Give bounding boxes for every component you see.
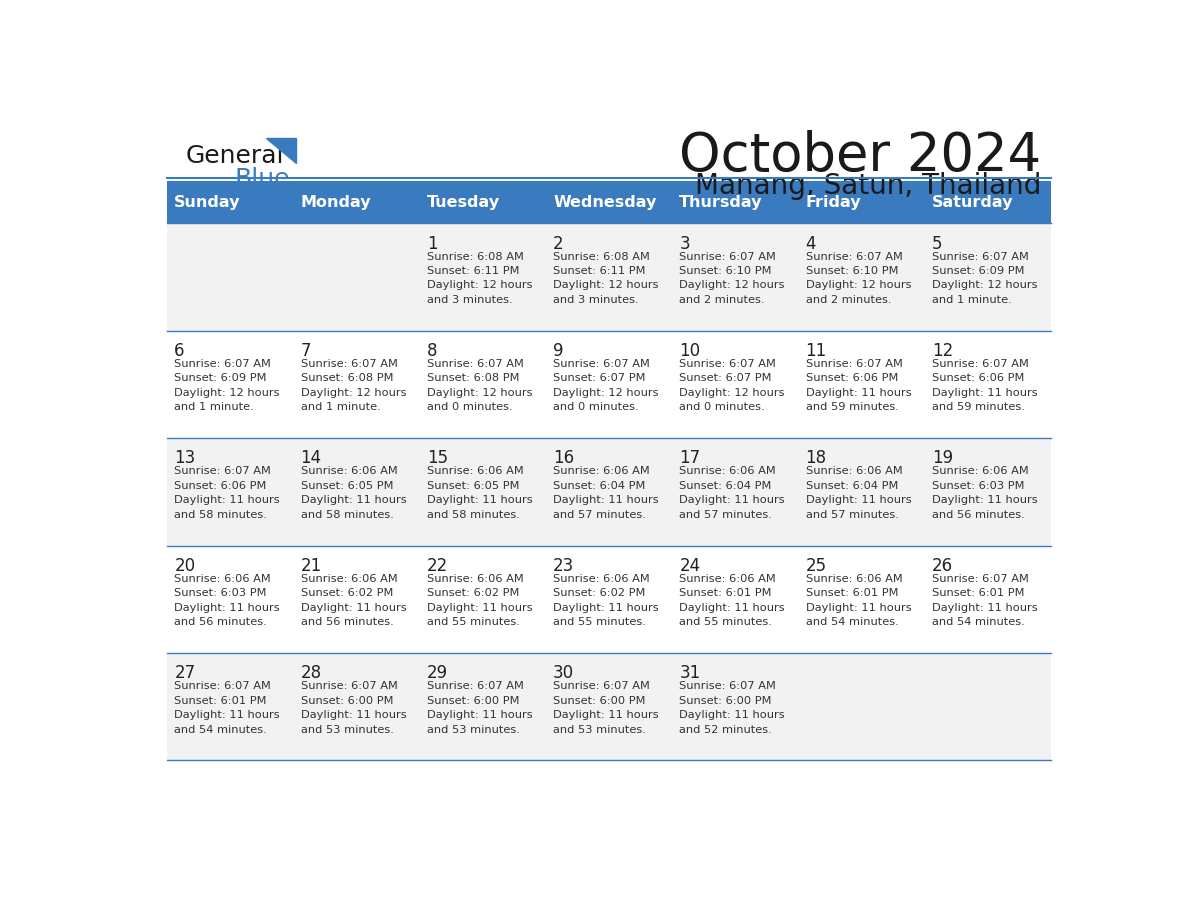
Text: Sunrise: 6:07 AM
Sunset: 6:00 PM
Daylight: 11 hours
and 53 minutes.: Sunrise: 6:07 AM Sunset: 6:00 PM Dayligh… <box>426 681 532 734</box>
Text: Sunrise: 6:06 AM
Sunset: 6:04 PM
Daylight: 11 hours
and 57 minutes.: Sunrise: 6:06 AM Sunset: 6:04 PM Dayligh… <box>805 466 911 520</box>
Text: 9: 9 <box>554 342 563 360</box>
Text: 24: 24 <box>680 557 701 575</box>
Text: 27: 27 <box>175 665 195 682</box>
Polygon shape <box>266 139 296 163</box>
Text: 10: 10 <box>680 342 701 360</box>
Text: Sunrise: 6:06 AM
Sunset: 6:02 PM
Daylight: 11 hours
and 55 minutes.: Sunrise: 6:06 AM Sunset: 6:02 PM Dayligh… <box>426 574 532 627</box>
Text: 21: 21 <box>301 557 322 575</box>
Text: 31: 31 <box>680 665 701 682</box>
Text: Sunrise: 6:07 AM
Sunset: 6:07 PM
Daylight: 12 hours
and 0 minutes.: Sunrise: 6:07 AM Sunset: 6:07 PM Dayligh… <box>680 359 785 412</box>
Text: 29: 29 <box>426 665 448 682</box>
Text: Sunrise: 6:06 AM
Sunset: 6:05 PM
Daylight: 11 hours
and 58 minutes.: Sunrise: 6:06 AM Sunset: 6:05 PM Dayligh… <box>426 466 532 520</box>
Text: Sunrise: 6:07 AM
Sunset: 6:10 PM
Daylight: 12 hours
and 2 minutes.: Sunrise: 6:07 AM Sunset: 6:10 PM Dayligh… <box>680 252 785 305</box>
Text: Sunrise: 6:07 AM
Sunset: 6:08 PM
Daylight: 12 hours
and 1 minute.: Sunrise: 6:07 AM Sunset: 6:08 PM Dayligh… <box>301 359 406 412</box>
Bar <box>672 181 798 223</box>
Text: Sunrise: 6:07 AM
Sunset: 6:01 PM
Daylight: 11 hours
and 54 minutes.: Sunrise: 6:07 AM Sunset: 6:01 PM Dayligh… <box>931 574 1037 627</box>
Text: 28: 28 <box>301 665 322 682</box>
Text: 7: 7 <box>301 342 311 360</box>
Bar <box>798 181 924 223</box>
Text: Friday: Friday <box>805 195 861 209</box>
Text: 2: 2 <box>554 235 564 252</box>
Bar <box>166 223 1051 330</box>
Text: Sunrise: 6:07 AM
Sunset: 6:06 PM
Daylight: 11 hours
and 58 minutes.: Sunrise: 6:07 AM Sunset: 6:06 PM Dayligh… <box>175 466 280 520</box>
Text: Sunrise: 6:07 AM
Sunset: 6:00 PM
Daylight: 11 hours
and 52 minutes.: Sunrise: 6:07 AM Sunset: 6:00 PM Dayligh… <box>680 681 785 734</box>
Text: 14: 14 <box>301 450 322 467</box>
Text: 16: 16 <box>554 450 574 467</box>
Text: Tuesday: Tuesday <box>426 195 500 209</box>
Bar <box>924 181 1051 223</box>
Text: Blue: Blue <box>234 167 290 192</box>
Text: Sunrise: 6:06 AM
Sunset: 6:03 PM
Daylight: 11 hours
and 56 minutes.: Sunrise: 6:06 AM Sunset: 6:03 PM Dayligh… <box>931 466 1037 520</box>
Text: 20: 20 <box>175 557 195 575</box>
Bar <box>166 545 1051 653</box>
Text: 17: 17 <box>680 450 701 467</box>
Bar <box>166 438 1051 545</box>
Text: Sunrise: 6:07 AM
Sunset: 6:07 PM
Daylight: 12 hours
and 0 minutes.: Sunrise: 6:07 AM Sunset: 6:07 PM Dayligh… <box>554 359 658 412</box>
Text: Sunrise: 6:07 AM
Sunset: 6:08 PM
Daylight: 12 hours
and 0 minutes.: Sunrise: 6:07 AM Sunset: 6:08 PM Dayligh… <box>426 359 532 412</box>
Text: Sunrise: 6:08 AM
Sunset: 6:11 PM
Daylight: 12 hours
and 3 minutes.: Sunrise: 6:08 AM Sunset: 6:11 PM Dayligh… <box>426 252 532 305</box>
Text: 5: 5 <box>931 235 942 252</box>
Bar <box>166 653 1051 760</box>
Text: Sunrise: 6:07 AM
Sunset: 6:01 PM
Daylight: 11 hours
and 54 minutes.: Sunrise: 6:07 AM Sunset: 6:01 PM Dayligh… <box>175 681 280 734</box>
Text: 11: 11 <box>805 342 827 360</box>
Bar <box>545 181 672 223</box>
Text: 1: 1 <box>426 235 437 252</box>
Text: 4: 4 <box>805 235 816 252</box>
Text: 12: 12 <box>931 342 953 360</box>
Text: Sunday: Sunday <box>175 195 241 209</box>
Text: 26: 26 <box>931 557 953 575</box>
Text: Manang, Satun, Thailand: Manang, Satun, Thailand <box>695 172 1042 200</box>
Text: Sunrise: 6:06 AM
Sunset: 6:03 PM
Daylight: 11 hours
and 56 minutes.: Sunrise: 6:06 AM Sunset: 6:03 PM Dayligh… <box>175 574 280 627</box>
Text: October 2024: October 2024 <box>680 130 1042 182</box>
Text: 3: 3 <box>680 235 690 252</box>
Text: Thursday: Thursday <box>680 195 763 209</box>
Text: Sunrise: 6:08 AM
Sunset: 6:11 PM
Daylight: 12 hours
and 3 minutes.: Sunrise: 6:08 AM Sunset: 6:11 PM Dayligh… <box>554 252 658 305</box>
Text: General: General <box>185 144 284 168</box>
Text: Sunrise: 6:06 AM
Sunset: 6:02 PM
Daylight: 11 hours
and 56 minutes.: Sunrise: 6:06 AM Sunset: 6:02 PM Dayligh… <box>301 574 406 627</box>
Text: 22: 22 <box>426 557 448 575</box>
Text: 23: 23 <box>554 557 574 575</box>
Text: Sunrise: 6:06 AM
Sunset: 6:01 PM
Daylight: 11 hours
and 55 minutes.: Sunrise: 6:06 AM Sunset: 6:01 PM Dayligh… <box>680 574 785 627</box>
Text: Sunrise: 6:07 AM
Sunset: 6:06 PM
Daylight: 11 hours
and 59 minutes.: Sunrise: 6:07 AM Sunset: 6:06 PM Dayligh… <box>805 359 911 412</box>
Text: Sunrise: 6:07 AM
Sunset: 6:00 PM
Daylight: 11 hours
and 53 minutes.: Sunrise: 6:07 AM Sunset: 6:00 PM Dayligh… <box>301 681 406 734</box>
Text: 8: 8 <box>426 342 437 360</box>
Text: 18: 18 <box>805 450 827 467</box>
Text: Sunrise: 6:06 AM
Sunset: 6:05 PM
Daylight: 11 hours
and 58 minutes.: Sunrise: 6:06 AM Sunset: 6:05 PM Dayligh… <box>301 466 406 520</box>
Text: Sunrise: 6:06 AM
Sunset: 6:04 PM
Daylight: 11 hours
and 57 minutes.: Sunrise: 6:06 AM Sunset: 6:04 PM Dayligh… <box>554 466 658 520</box>
Text: Wednesday: Wednesday <box>554 195 657 209</box>
Text: Sunrise: 6:07 AM
Sunset: 6:09 PM
Daylight: 12 hours
and 1 minute.: Sunrise: 6:07 AM Sunset: 6:09 PM Dayligh… <box>175 359 280 412</box>
Text: Sunrise: 6:07 AM
Sunset: 6:10 PM
Daylight: 12 hours
and 2 minutes.: Sunrise: 6:07 AM Sunset: 6:10 PM Dayligh… <box>805 252 911 305</box>
Bar <box>166 330 1051 438</box>
Text: 13: 13 <box>175 450 196 467</box>
Text: 6: 6 <box>175 342 185 360</box>
Text: Sunrise: 6:06 AM
Sunset: 6:04 PM
Daylight: 11 hours
and 57 minutes.: Sunrise: 6:06 AM Sunset: 6:04 PM Dayligh… <box>680 466 785 520</box>
Text: 19: 19 <box>931 450 953 467</box>
Bar <box>166 181 293 223</box>
Text: 30: 30 <box>554 665 574 682</box>
Text: Sunrise: 6:07 AM
Sunset: 6:09 PM
Daylight: 12 hours
and 1 minute.: Sunrise: 6:07 AM Sunset: 6:09 PM Dayligh… <box>931 252 1037 305</box>
Text: Sunrise: 6:07 AM
Sunset: 6:00 PM
Daylight: 11 hours
and 53 minutes.: Sunrise: 6:07 AM Sunset: 6:00 PM Dayligh… <box>554 681 658 734</box>
Text: Sunrise: 6:06 AM
Sunset: 6:02 PM
Daylight: 11 hours
and 55 minutes.: Sunrise: 6:06 AM Sunset: 6:02 PM Dayligh… <box>554 574 658 627</box>
Bar <box>419 181 545 223</box>
Text: Monday: Monday <box>301 195 371 209</box>
Text: Sunrise: 6:07 AM
Sunset: 6:06 PM
Daylight: 11 hours
and 59 minutes.: Sunrise: 6:07 AM Sunset: 6:06 PM Dayligh… <box>931 359 1037 412</box>
Text: Saturday: Saturday <box>931 195 1013 209</box>
Text: Sunrise: 6:06 AM
Sunset: 6:01 PM
Daylight: 11 hours
and 54 minutes.: Sunrise: 6:06 AM Sunset: 6:01 PM Dayligh… <box>805 574 911 627</box>
Text: 15: 15 <box>426 450 448 467</box>
Bar <box>293 181 419 223</box>
Text: 25: 25 <box>805 557 827 575</box>
